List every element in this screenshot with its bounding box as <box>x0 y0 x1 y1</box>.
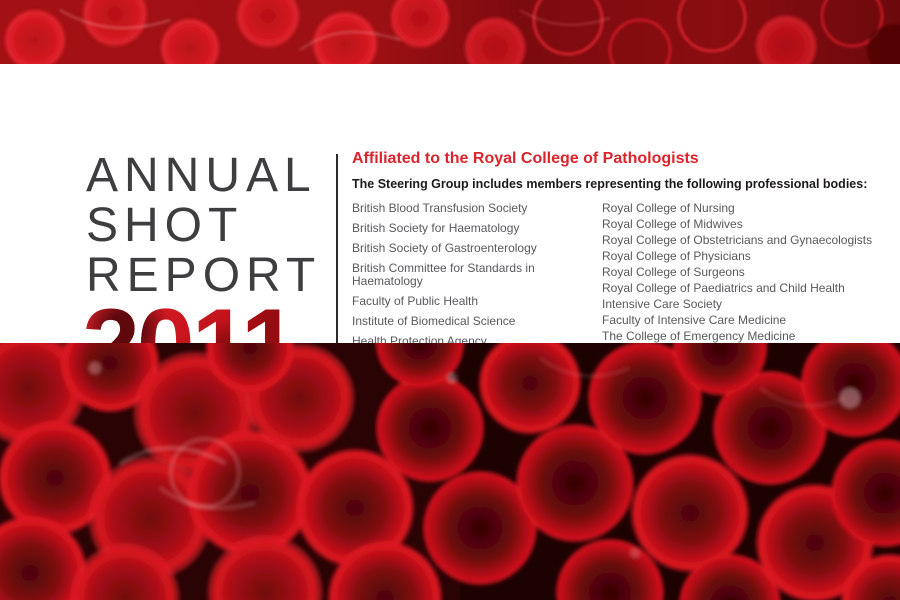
professional-body-item: British Blood Transfusion Society <box>352 201 528 215</box>
vertical-divider <box>336 154 338 375</box>
professional-body-item: Royal College of Surgeons <box>602 265 745 279</box>
professional-body-item: The College of Emergency Medicine <box>602 329 796 343</box>
professional-body-item: Royal College of Midwives <box>602 217 743 231</box>
professional-body-item: British Society of Gastroenterology <box>352 241 537 255</box>
professional-body-item: British Society for Haematology <box>352 221 520 235</box>
professional-body-item: Royal College of Nursing <box>602 201 735 215</box>
professional-body-item: Royal College of Physicians <box>602 249 751 263</box>
professional-body-item: British Committee for Standards in Haema… <box>352 261 535 288</box>
affiliation-heading: Affiliated to the Royal College of Patho… <box>352 150 699 167</box>
professional-body-item: Faculty of Public Health <box>352 294 479 308</box>
professional-body-item: Royal College of Paediatrics and Child H… <box>602 281 845 295</box>
title-line-shot: SHOT <box>86 199 244 252</box>
blood-cells-bottom-image <box>0 343 900 600</box>
professional-body-item: Faculty of Intensive Care Medicine <box>602 313 787 327</box>
cover-text-band: ANNUAL SHOT REPORT 2011 Affiliated to th… <box>0 64 900 401</box>
professional-body-item: Intensive Care Society <box>602 297 723 311</box>
title-line-report: REPORT <box>86 249 322 302</box>
professional-body-item: Royal College of Obstetricians and Gynae… <box>602 233 873 247</box>
title-line-annual: ANNUAL <box>86 149 317 202</box>
steering-group-intro: The Steering Group includes members repr… <box>352 177 868 191</box>
professional-body-item: Institute of Biomedical Science <box>352 314 516 328</box>
blood-cells-top-image <box>0 0 900 64</box>
professional-bodies-right-list: Royal College of Nursing Royal College of… <box>602 202 872 408</box>
